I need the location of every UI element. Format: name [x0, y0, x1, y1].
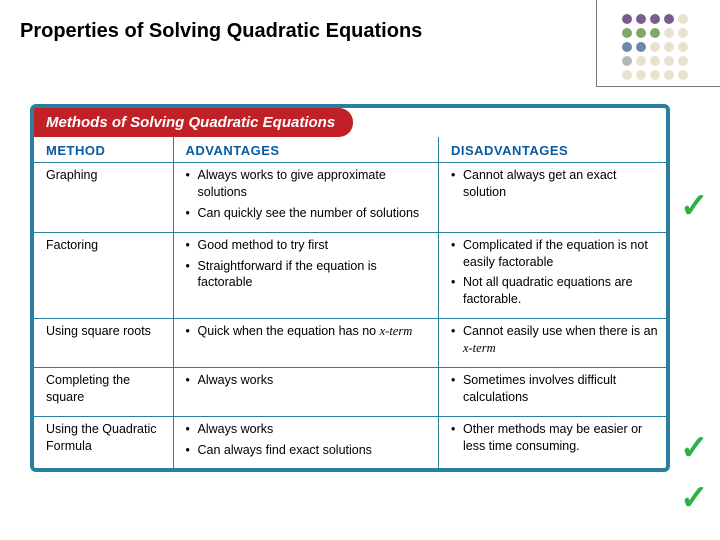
table-header-row: METHOD ADVANTAGES DISADVANTAGES	[34, 137, 666, 163]
decor-dot	[678, 14, 688, 24]
table-caption: Methods of Solving Quadratic Equations	[34, 108, 353, 137]
decor-dot	[636, 70, 646, 80]
decor-dot	[622, 56, 632, 66]
disadvantage-item: Complicated if the equation is not easil…	[451, 237, 658, 271]
decor-dot	[664, 70, 674, 80]
decor-dot	[636, 42, 646, 52]
disadvantage-item: Cannot always get an exact solution	[451, 167, 658, 201]
table-row: Graphing Always works to give approximate…	[34, 163, 666, 233]
advantage-item: Always works to give approximate solutio…	[186, 167, 430, 201]
decor-vertical-line	[596, 0, 597, 86]
cell-advantages: Always works to give approximate solutio…	[173, 163, 438, 233]
cell-disadvantages: Sometimes involves difficult calculation…	[438, 367, 666, 416]
cell-disadvantages: Complicated if the equation is not easil…	[438, 232, 666, 319]
col-disadvantages: DISADVANTAGES	[438, 137, 666, 163]
col-method: METHOD	[34, 137, 173, 163]
decor-dot	[664, 14, 674, 24]
decor-dot	[650, 14, 660, 24]
decor-dot	[622, 42, 632, 52]
cell-advantages: Always works	[173, 367, 438, 416]
decor-dot	[664, 28, 674, 38]
col-advantages: ADVANTAGES	[173, 137, 438, 163]
decor-dot	[636, 14, 646, 24]
decor-dot	[650, 70, 660, 80]
decor-dot	[622, 28, 632, 38]
decor-dot	[678, 28, 688, 38]
decor-dot	[664, 56, 674, 66]
disadvantage-item: Sometimes involves difficult calculation…	[451, 372, 658, 406]
cell-method: Using square roots	[34, 319, 173, 368]
advantage-item: Can quickly see the number of solutions	[186, 205, 430, 222]
disadvantage-item: Not all quadratic equations are factorab…	[451, 274, 658, 308]
advantage-item: Always works	[186, 421, 430, 438]
decor-dot	[678, 42, 688, 52]
methods-table: METHOD ADVANTAGES DISADVANTAGES Graphing…	[34, 137, 666, 468]
table-row: Using square roots Quick when the equatio…	[34, 319, 666, 368]
decor-dot	[622, 14, 632, 24]
advantage-item: Can always find exact solutions	[186, 442, 430, 459]
cell-disadvantages: Other methods may be easier or less time…	[438, 416, 666, 468]
decor-dot	[678, 70, 688, 80]
table-body: Graphing Always works to give approximate…	[34, 163, 666, 469]
checkmark-icon: ✓	[680, 478, 709, 518]
cell-method: Graphing	[34, 163, 173, 233]
decor-horizontal-line	[596, 86, 720, 87]
table-row: Factoring Good method to try first Straigh…	[34, 232, 666, 319]
cell-disadvantages: Cannot easily use when there is an x-ter…	[438, 319, 666, 368]
advantage-item: Good method to try first	[186, 237, 430, 254]
advantage-item: Straightforward if the equation is facto…	[186, 258, 430, 292]
decor-dot	[650, 28, 660, 38]
cell-method: Completing the square	[34, 367, 173, 416]
decor-dot	[650, 56, 660, 66]
cell-advantages: Good method to try first Straightforward …	[173, 232, 438, 319]
decor-dot	[622, 70, 632, 80]
decor-dot	[636, 28, 646, 38]
decor-dot	[636, 56, 646, 66]
cell-disadvantages: Cannot always get an exact solution	[438, 163, 666, 233]
cell-advantages: Always works Can always find exact soluti…	[173, 416, 438, 468]
advantage-item: Quick when the equation has no x-term	[186, 323, 430, 340]
table-row: Using the Quadratic Formula Always works C…	[34, 416, 666, 468]
cell-method: Factoring	[34, 232, 173, 319]
decor-dot	[664, 42, 674, 52]
cell-advantages: Quick when the equation has no x-term	[173, 319, 438, 368]
corner-dots	[622, 14, 690, 82]
decor-dot	[650, 42, 660, 52]
advantage-item: Always works	[186, 372, 430, 389]
disadvantage-item: Other methods may be easier or less time…	[451, 421, 658, 455]
cell-method: Using the Quadratic Formula	[34, 416, 173, 468]
slide-title: Properties of Solving Quadratic Equation…	[20, 20, 422, 43]
disadvantage-item: Cannot easily use when there is an x-ter…	[451, 323, 658, 357]
checkmark-icon: ✓	[680, 428, 709, 468]
checkmark-icon: ✓	[680, 186, 709, 226]
methods-table-container: Methods of Solving Quadratic Equations M…	[30, 104, 670, 472]
table-row: Completing the square Always works Sometim…	[34, 367, 666, 416]
decor-dot	[678, 56, 688, 66]
